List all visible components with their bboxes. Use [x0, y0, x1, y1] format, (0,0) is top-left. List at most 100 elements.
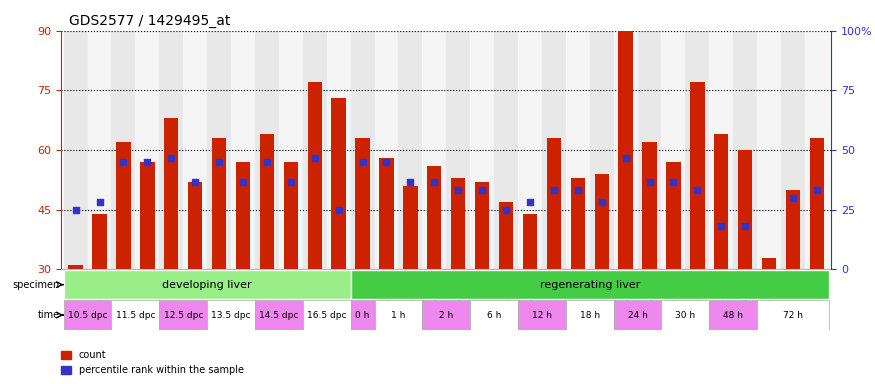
Bar	[809, 138, 824, 384]
Bar	[374, 31, 398, 270]
Bar	[164, 118, 178, 384]
Text: 12.5 dpc: 12.5 dpc	[164, 311, 203, 319]
Point	[762, 278, 776, 285]
Point	[164, 155, 178, 161]
Bar	[594, 174, 609, 384]
FancyBboxPatch shape	[757, 300, 829, 329]
Text: 6 h: 6 h	[487, 311, 501, 319]
Bar	[355, 138, 370, 384]
Bar	[140, 162, 155, 384]
Point	[452, 187, 466, 193]
Point	[619, 155, 633, 161]
FancyBboxPatch shape	[423, 300, 470, 329]
Bar	[403, 186, 417, 384]
Bar	[613, 31, 638, 270]
Point	[714, 223, 728, 229]
Point	[427, 179, 441, 185]
Point	[642, 179, 656, 185]
Point	[188, 179, 202, 185]
Point	[93, 199, 107, 205]
Bar	[666, 162, 681, 384]
Legend: count, percentile rank within the sample: count, percentile rank within the sample	[58, 346, 248, 379]
Bar	[475, 182, 489, 384]
Bar	[757, 31, 781, 270]
Bar	[332, 98, 346, 384]
Bar	[68, 265, 83, 384]
FancyBboxPatch shape	[518, 300, 566, 329]
Bar	[781, 31, 805, 270]
Text: 1 h: 1 h	[391, 311, 406, 319]
FancyBboxPatch shape	[303, 300, 351, 329]
Bar	[183, 31, 207, 270]
Bar	[398, 31, 423, 270]
Bar	[638, 31, 662, 270]
FancyBboxPatch shape	[470, 300, 518, 329]
Text: 18 h: 18 h	[579, 311, 599, 319]
Point	[236, 179, 250, 185]
Bar	[303, 31, 326, 270]
Bar	[188, 182, 202, 384]
Bar	[590, 31, 613, 270]
Point	[308, 155, 322, 161]
Bar	[805, 31, 829, 270]
Bar	[547, 138, 561, 384]
Bar	[255, 31, 279, 270]
Bar	[710, 31, 733, 270]
Bar	[451, 178, 466, 384]
FancyBboxPatch shape	[64, 270, 351, 299]
Text: developing liver: developing liver	[162, 280, 252, 290]
FancyBboxPatch shape	[207, 300, 255, 329]
Bar	[212, 138, 227, 384]
Text: 14.5 dpc: 14.5 dpc	[259, 311, 298, 319]
Bar	[136, 31, 159, 270]
Text: 72 h: 72 h	[783, 311, 803, 319]
FancyBboxPatch shape	[374, 300, 423, 329]
Bar	[522, 214, 537, 384]
FancyBboxPatch shape	[613, 300, 662, 329]
Bar	[786, 190, 800, 384]
Bar	[518, 31, 542, 270]
Point	[68, 207, 82, 213]
Point	[380, 159, 394, 165]
Point	[260, 159, 274, 165]
FancyBboxPatch shape	[566, 300, 613, 329]
Text: 30 h: 30 h	[676, 311, 696, 319]
Point	[475, 187, 489, 193]
Text: time: time	[38, 310, 60, 320]
Text: 16.5 dpc: 16.5 dpc	[307, 311, 347, 319]
Point	[570, 187, 584, 193]
Bar	[93, 214, 107, 384]
Point	[547, 187, 561, 193]
Point	[355, 159, 369, 165]
Point	[667, 179, 681, 185]
FancyBboxPatch shape	[64, 300, 111, 329]
Bar	[499, 202, 514, 384]
Bar	[88, 31, 111, 270]
Point	[810, 187, 824, 193]
Bar	[662, 31, 685, 270]
Bar	[642, 142, 656, 384]
Bar	[231, 31, 255, 270]
Bar	[619, 31, 633, 384]
FancyBboxPatch shape	[710, 300, 757, 329]
Text: regenerating liver: regenerating liver	[540, 280, 640, 290]
Point	[738, 223, 752, 229]
FancyBboxPatch shape	[159, 300, 207, 329]
Point	[284, 179, 298, 185]
Bar	[64, 31, 88, 270]
Text: 48 h: 48 h	[724, 311, 743, 319]
FancyBboxPatch shape	[351, 270, 829, 299]
Text: 2 h: 2 h	[439, 311, 453, 319]
Text: 10.5 dpc: 10.5 dpc	[67, 311, 108, 319]
Bar	[207, 31, 231, 270]
Bar	[260, 134, 274, 384]
Text: 24 h: 24 h	[627, 311, 648, 319]
Bar	[379, 158, 394, 384]
Text: GDS2577 / 1429495_at: GDS2577 / 1429495_at	[69, 14, 230, 28]
Point	[116, 159, 130, 165]
Text: specimen: specimen	[13, 280, 60, 290]
Point	[786, 195, 800, 201]
Bar	[714, 134, 728, 384]
Bar	[738, 150, 752, 384]
FancyBboxPatch shape	[351, 300, 374, 329]
